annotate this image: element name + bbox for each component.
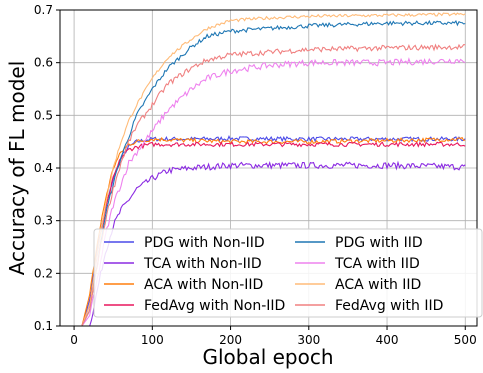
y-tick-label: 0.6 (34, 56, 53, 70)
y-axis-label: Accuracy of FL model (5, 61, 29, 276)
series-line-1 (74, 160, 466, 327)
series-line-2 (74, 136, 466, 327)
legend: PDG with Non-IID TCA with Non-IID ACA with… (93, 228, 483, 318)
legend-label: PDG with IID (335, 235, 423, 251)
y-tick-label: 0.5 (34, 108, 53, 122)
legend-label: FedAvg with IID (335, 298, 443, 314)
legend-label: FedAvg with Non-IID (144, 298, 285, 314)
y-tick-label: 0.1 (34, 319, 53, 333)
x-tick-label: 300 (297, 333, 320, 347)
y-tick-label: 0.4 (34, 161, 53, 175)
plot-frame (59, 9, 478, 327)
x-tick-label: 100 (141, 333, 164, 347)
x-tick-label: 500 (454, 333, 477, 347)
legend-box (93, 228, 483, 318)
series-line-4 (74, 19, 466, 327)
x-tick-label: 200 (219, 333, 242, 347)
series-line-6 (74, 12, 466, 327)
series-line-3 (74, 140, 466, 327)
y-tick-label: 0.3 (34, 214, 53, 228)
axis-ticks: 0 100 200 300 400 500 0.1 0.2 0.3 0.4 0.5 0.6 0.7 (34, 3, 477, 347)
y-tick-label: 0.2 (34, 266, 53, 280)
legend-label: PDG with Non-IID (144, 235, 265, 251)
series-line-7 (74, 43, 466, 327)
x-tick-label: 0 (70, 333, 78, 347)
legend-label: TCA with IID (334, 256, 420, 272)
y-tick-label: 0.7 (34, 3, 53, 17)
series-line-5 (74, 57, 466, 327)
x-axis-label: Global epoch (202, 345, 333, 369)
legend-label: ACA with Non-IID (144, 277, 263, 293)
legend-label: ACA with IID (335, 277, 421, 293)
legend-label: TCA with Non-IID (143, 256, 262, 272)
series-lines (74, 12, 466, 327)
x-tick-label: 400 (376, 333, 399, 347)
